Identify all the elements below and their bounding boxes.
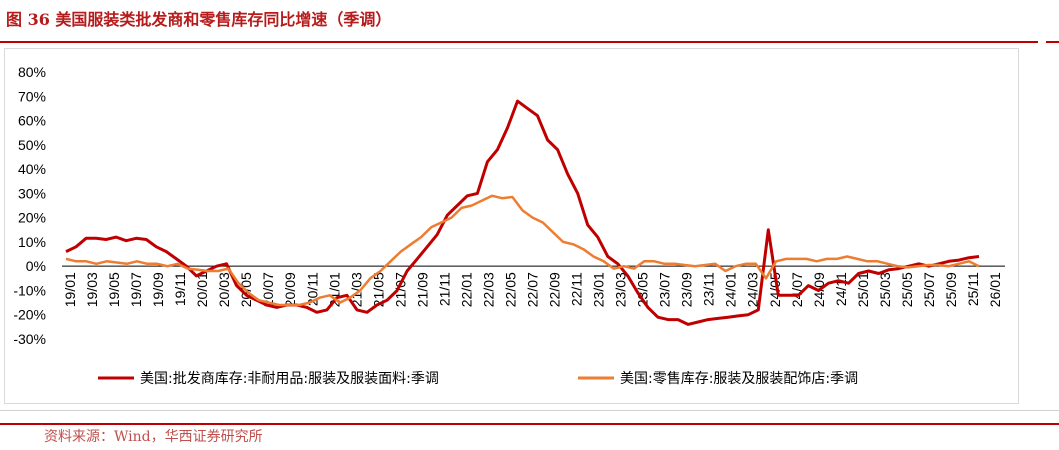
x-tick-label: 25/05 — [899, 272, 915, 307]
x-tick-label: 19/05 — [106, 272, 122, 307]
series-line-2 — [65, 194, 980, 307]
x-tick-label: 20/11 — [304, 272, 320, 306]
x-tick-label: 24/11 — [833, 272, 849, 306]
y-tick-label: 50% — [18, 137, 46, 153]
x-tick-label: 22/11 — [569, 272, 585, 306]
x-tick-label: 21/07 — [392, 272, 408, 307]
x-tick-label: 25/07 — [921, 272, 937, 307]
x-tick-label: 23/01 — [591, 272, 607, 307]
x-tick-label: 24/07 — [789, 272, 805, 307]
y-tick-label: 20% — [18, 210, 46, 226]
x-tick-label: 22/01 — [458, 272, 474, 307]
y-tick-label: 40% — [18, 161, 46, 177]
x-tick-label: 23/05 — [635, 272, 651, 307]
series-line-1 — [65, 99, 980, 326]
x-tick-label: 20/09 — [282, 272, 298, 307]
x-tick-label: 20/07 — [260, 272, 276, 307]
legend-label-2: 美国:零售库存:服装及服装配饰店:季调 — [620, 371, 858, 387]
x-tick-label: 19/03 — [84, 272, 100, 307]
x-tick-label: 22/03 — [480, 272, 496, 307]
x-tick-label: 20/03 — [216, 272, 232, 307]
y-tick-label: -30% — [13, 331, 46, 347]
legend: 美国:批发商库存:非耐用品:服装及服装面料:季调 美国:零售库存:服装及服装配饰店… — [98, 371, 858, 387]
x-tick-label: 23/07 — [657, 272, 673, 307]
y-axis-labels: 80% 70% 60% 50% 40% 30% 20% 10% 0% -10% -20% -30% — [13, 64, 46, 347]
x-tick-label: 24/05 — [767, 272, 783, 307]
title-rule-tail — [1046, 41, 1059, 43]
legend-label-1: 美国:批发商库存:非耐用品:服装及服装面料:季调 — [140, 371, 439, 387]
x-tick-label: 19/01 — [62, 272, 78, 307]
x-tick-label: 20/01 — [194, 272, 210, 307]
y-tick-label: -10% — [13, 282, 46, 298]
source-note: 资料来源：Wind，华西证券研究所 — [44, 429, 263, 445]
x-tick-label: 19/09 — [150, 272, 166, 307]
figure-title: 图 36 美国服装类批发商和零售库存同比增速（季调） — [6, 10, 392, 29]
x-tick-label: 19/07 — [128, 272, 144, 307]
x-tick-label: 24/01 — [723, 272, 739, 307]
y-tick-label: 0% — [26, 258, 46, 274]
x-tick-label: 19/11 — [172, 272, 188, 306]
x-tick-label: 23/11 — [701, 272, 717, 306]
x-tick-label: 23/03 — [613, 272, 629, 307]
y-tick-label: -20% — [13, 307, 46, 323]
x-tick-label: 21/03 — [348, 272, 364, 307]
x-tick-label: 21/05 — [370, 272, 386, 307]
series-lines — [65, 99, 980, 326]
x-tick-label: 22/07 — [525, 272, 541, 307]
title-rule — [0, 41, 1038, 43]
x-tick-label: 26/01 — [987, 272, 1003, 307]
y-tick-label: 70% — [18, 88, 46, 104]
footer-rule-accent — [0, 423, 1059, 425]
line-chart: 80% 70% 60% 50% 40% 30% 20% 10% 0% -10% -20% -30% 1… — [13, 64, 1005, 387]
y-tick-label: 80% — [18, 64, 46, 80]
x-tick-label: 25/03 — [877, 272, 893, 307]
chart-frame — [4, 48, 1019, 404]
x-tick-label: 25/11 — [965, 272, 981, 306]
x-tick-label: 24/03 — [745, 272, 761, 307]
x-tick-label: 23/09 — [679, 272, 695, 307]
x-tick-label: 21/11 — [436, 272, 452, 306]
y-tick-label: 30% — [18, 185, 46, 201]
x-tick-label: 21/09 — [414, 272, 430, 307]
x-tick-label: 25/09 — [943, 272, 959, 307]
x-tick-label: 22/09 — [547, 272, 563, 307]
x-tick-label: 22/05 — [502, 272, 518, 307]
x-axis-labels: 19/01 19/03 19/05 19/07 19/09 19/11 20/01 20/03… — [62, 272, 1003, 307]
y-tick-label: 60% — [18, 113, 46, 129]
x-tick-label: 25/01 — [855, 272, 871, 307]
footer-rule — [0, 410, 1059, 411]
y-tick-label: 10% — [18, 234, 46, 250]
